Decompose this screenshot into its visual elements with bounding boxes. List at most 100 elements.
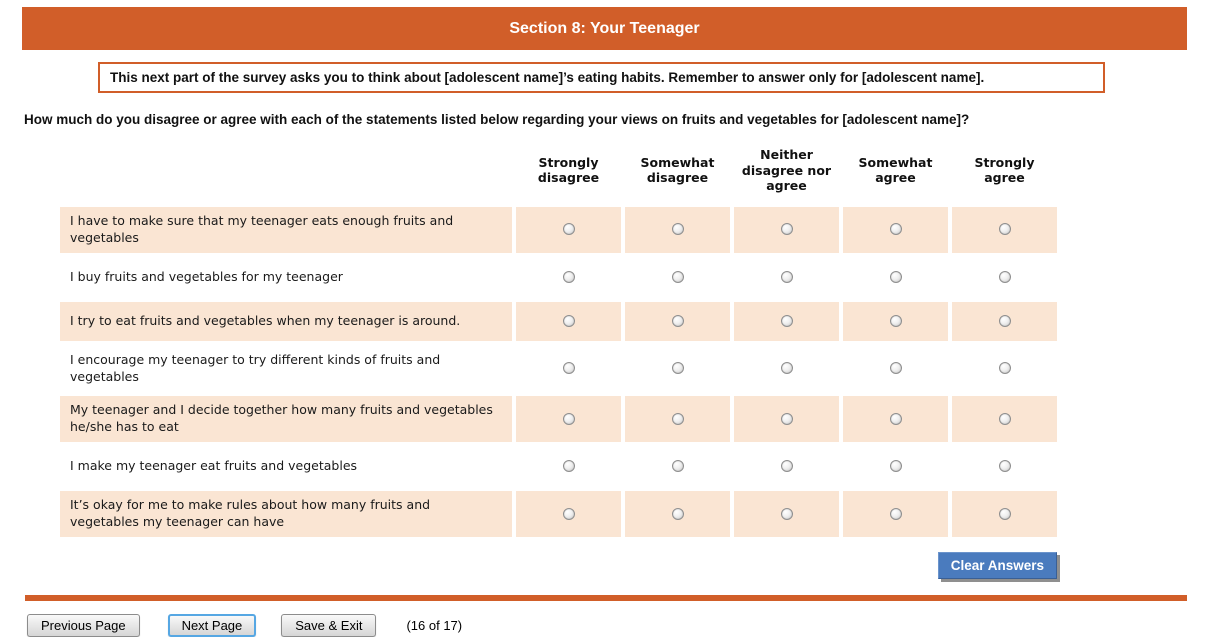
radio-button[interactable] [780,270,793,283]
table-row: I buy fruits and vegetables for my teena… [60,257,1057,297]
radio-cell[interactable] [516,257,621,297]
radio-cell[interactable] [734,491,839,537]
clear-answers-row: Clear Answers [56,551,1057,579]
radio-cell[interactable] [952,345,1057,392]
radio-button[interactable] [562,362,575,374]
radio-cell[interactable] [734,206,839,253]
radio-cell[interactable] [516,396,621,443]
radio-button[interactable] [998,223,1011,236]
radio-button[interactable] [562,223,575,236]
table-row: I have to make sure that my teenager eat… [60,206,1057,253]
radio-button[interactable] [671,412,684,425]
table-row: I encourage my teenager to try different… [60,345,1057,392]
radio-cell[interactable] [843,491,948,537]
radio-cell[interactable] [843,257,948,297]
radio-button[interactable] [562,270,575,283]
option-column-header: Somewhat disagree [640,154,715,186]
statement-label: I make my teenager eat fruits and vegeta… [60,447,512,487]
radio-button[interactable] [889,362,902,374]
statement-label: I try to eat fruits and vegetables when … [60,301,512,341]
instruction-box: This next part of the survey asks you to… [98,62,1105,93]
radio-cell[interactable] [625,206,730,253]
radio-button[interactable] [671,314,684,327]
likert-body: I have to make sure that my teenager eat… [60,206,1057,537]
radio-cell[interactable] [516,491,621,537]
radio-cell[interactable] [516,345,621,392]
bottom-divider [25,594,1187,601]
radio-button[interactable] [671,223,684,236]
section-header-bar: Section 8: Your Teenager [22,7,1187,50]
radio-button[interactable] [562,314,575,327]
radio-cell[interactable] [625,257,730,297]
radio-button[interactable] [780,223,793,236]
radio-button[interactable] [671,460,684,473]
option-column-header: Neither disagree nor agree [741,147,832,194]
radio-button[interactable] [998,270,1011,283]
radio-button[interactable] [889,507,902,520]
radio-cell[interactable] [734,396,839,443]
radio-button[interactable] [562,507,575,520]
radio-cell[interactable] [625,301,730,341]
radio-button[interactable] [998,362,1011,374]
previous-page-button[interactable]: Previous Page [27,613,140,637]
radio-cell[interactable] [625,396,730,443]
radio-cell[interactable] [843,206,948,253]
next-page-button[interactable]: Next Page [167,613,257,637]
statement-label: I buy fruits and vegetables for my teena… [60,257,512,297]
radio-cell[interactable] [625,491,730,537]
radio-cell[interactable] [734,345,839,392]
radio-cell[interactable] [734,301,839,341]
radio-cell[interactable] [843,301,948,341]
radio-button[interactable] [671,270,684,283]
radio-cell[interactable] [952,447,1057,487]
radio-button[interactable] [889,223,902,236]
radio-button[interactable] [889,460,902,473]
radio-cell[interactable] [516,301,621,341]
radio-cell[interactable] [952,491,1057,537]
option-column-header: Strongly agree [974,154,1035,186]
navigation-row: Previous Page Next Page Save & Exit (16 … [27,613,1220,637]
radio-button[interactable] [780,362,793,374]
radio-cell[interactable] [734,257,839,297]
radio-cell[interactable] [843,396,948,443]
statement-column-header [60,141,512,202]
radio-button[interactable] [889,270,902,283]
radio-button[interactable] [780,507,793,520]
clear-answers-button[interactable]: Clear Answers [937,551,1057,579]
radio-button[interactable] [671,507,684,520]
radio-cell[interactable] [952,206,1057,253]
likert-table: Strongly disagree Somewhat disagree Neithe… [56,136,1061,542]
radio-button[interactable] [562,460,575,473]
radio-cell[interactable] [843,447,948,487]
radio-button[interactable] [780,460,793,473]
question-text: How much do you disagree or agree with e… [24,112,970,127]
save-exit-button[interactable]: Save & Exit [281,613,377,637]
page-indicator: (16 of 17) [406,617,463,633]
radio-button[interactable] [998,460,1011,473]
likert-header-row: Strongly disagree Somewhat disagree Neithe… [60,141,1057,202]
radio-cell[interactable] [952,301,1057,341]
table-row: I try to eat fruits and vegetables when … [60,301,1057,341]
radio-cell[interactable] [516,447,621,487]
table-row: My teenager and I decide together how ma… [60,396,1057,443]
table-row: I make my teenager eat fruits and vegeta… [60,447,1057,487]
radio-button[interactable] [780,314,793,327]
instruction-text: This next part of the survey asks you to… [110,70,985,85]
radio-button[interactable] [889,412,902,425]
statement-label: I encourage my teenager to try different… [60,345,512,392]
radio-button[interactable] [780,412,793,425]
radio-cell[interactable] [516,206,621,253]
radio-button[interactable] [671,362,684,374]
radio-button[interactable] [562,412,575,425]
radio-button[interactable] [889,314,902,327]
radio-button[interactable] [998,314,1011,327]
radio-cell[interactable] [952,257,1057,297]
radio-cell[interactable] [734,447,839,487]
radio-cell[interactable] [625,447,730,487]
radio-cell[interactable] [952,396,1057,443]
radio-button[interactable] [998,507,1011,520]
statement-label: I have to make sure that my teenager eat… [60,206,512,253]
radio-button[interactable] [998,412,1011,425]
radio-cell[interactable] [843,345,948,392]
radio-cell[interactable] [625,345,730,392]
